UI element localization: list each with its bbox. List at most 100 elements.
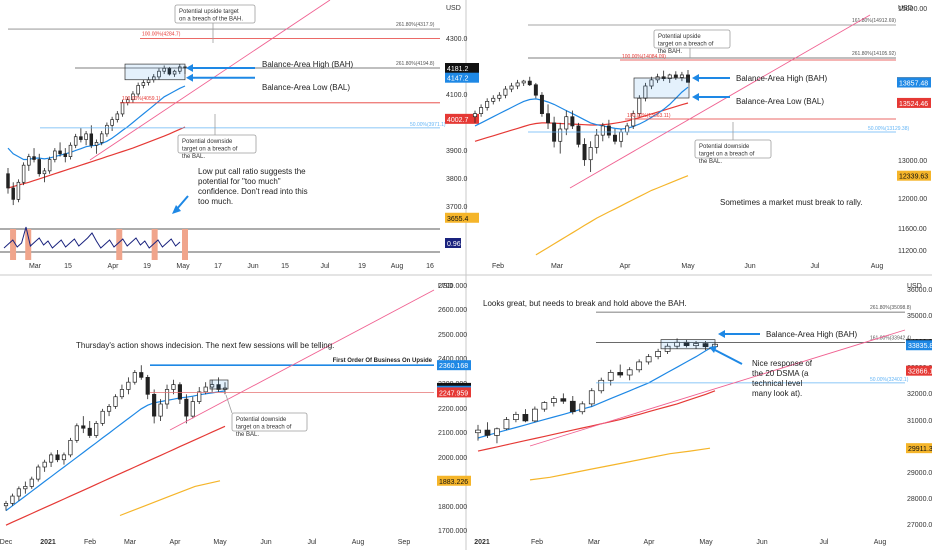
x-tick-label: 15	[64, 263, 72, 270]
trend-line	[89, 0, 331, 161]
candle-body	[515, 82, 520, 87]
price-tag	[906, 443, 932, 454]
ratio-spike	[116, 229, 123, 260]
candle-body	[126, 381, 131, 390]
candle-body	[84, 133, 88, 140]
ma20-line	[474, 86, 689, 130]
ma50-line	[474, 102, 689, 142]
dsma-arrow	[712, 348, 743, 365]
x-tick-label: Feb	[492, 263, 504, 270]
x-tick-label: May	[213, 539, 227, 546]
candle-body	[145, 376, 150, 395]
candle-body	[570, 116, 575, 127]
trend-line	[569, 14, 871, 189]
ma200-line	[119, 480, 221, 517]
candle-body	[497, 94, 502, 99]
fib-label: 100.00%(4059.1)	[122, 96, 161, 102]
price-tag-label: 3655.4	[447, 216, 469, 223]
candle-body	[216, 384, 221, 390]
candle-body	[203, 386, 208, 393]
fib-label: 100.00%(4284.7)	[142, 32, 181, 38]
price-tag-label: 32866.1	[908, 369, 932, 376]
ratio-spike	[182, 229, 188, 260]
candle-body	[484, 429, 491, 436]
y-tick-label: 2700.000	[438, 283, 467, 290]
caption: Sometimes a market must break to rally.	[720, 198, 863, 207]
x-tick-label: May	[699, 539, 713, 546]
candle-body	[11, 187, 15, 200]
balance-area-box	[209, 379, 229, 390]
downside-note: Potential downside target on a breach of t…	[236, 417, 292, 438]
candle-body	[23, 486, 28, 490]
candle-body	[479, 107, 484, 114]
candle-body	[607, 372, 614, 381]
candle-body	[115, 113, 120, 120]
y-tick-label: 27000.0	[907, 522, 932, 529]
y-tick-label: 12000.00	[898, 196, 927, 203]
candle-body	[171, 384, 176, 390]
candle-body	[61, 454, 67, 461]
candle-body	[612, 134, 617, 142]
candle-body	[606, 125, 611, 136]
candle-body	[686, 74, 690, 83]
candle-body	[645, 356, 652, 363]
candle-body	[485, 101, 490, 108]
price-tag	[906, 340, 932, 351]
candle-body	[106, 406, 112, 412]
ratio-spike	[25, 229, 32, 260]
x-tick-label: Aug	[391, 263, 404, 270]
ma50-line	[477, 390, 716, 452]
y-tick-label: 4100.0	[446, 92, 468, 99]
candle-body	[47, 159, 52, 172]
candle-body	[10, 495, 15, 504]
ma50-line	[7, 126, 186, 189]
price-tag-label: 4147.2	[447, 76, 469, 83]
x-tick-label: Mar	[29, 263, 42, 270]
candle-body	[100, 410, 105, 424]
candle-body	[105, 124, 109, 135]
x-tick-label: 19	[358, 263, 366, 270]
candle-body	[110, 119, 114, 126]
russell-chart-panel: USD2700.0002600.0002500.0002400.0002300.…	[0, 283, 471, 546]
candle-body	[513, 414, 519, 420]
downside-note: Potential downside target on a breach of t…	[699, 144, 755, 165]
price-tag	[445, 63, 479, 74]
candle-body	[491, 97, 496, 102]
fib-label: 161.80%(14912.69)	[852, 18, 896, 24]
y-tick-label: 32000.0	[907, 391, 932, 398]
candle-body	[131, 93, 135, 101]
y-tick-label: 2200.000	[438, 406, 467, 413]
upside-note-box	[653, 29, 731, 49]
candle-body	[42, 170, 47, 175]
downside-note-box	[231, 412, 308, 432]
y-tick-label: 35000.0	[907, 313, 932, 320]
candle-body	[63, 153, 68, 157]
y-tick-label: 3900.0	[446, 148, 468, 155]
candle-body	[139, 372, 144, 378]
bal-arrowhead	[186, 73, 193, 82]
upside-note: Potential upside target on a breach of the…	[658, 34, 714, 55]
x-tick-label: 19	[143, 263, 151, 270]
x-tick-label: Jul	[811, 263, 820, 270]
candle-body	[210, 384, 215, 388]
candle-body	[539, 94, 544, 114]
candle-body	[494, 428, 500, 436]
dsma-note: Nice response of the 20 DSMA (a technical …	[752, 359, 813, 398]
x-tick-label: Apr	[170, 539, 182, 546]
bah-arrowhead	[692, 74, 699, 82]
candle-body	[146, 79, 151, 83]
ma200-line	[535, 175, 689, 256]
candle-body	[594, 134, 599, 148]
candle-body	[509, 85, 514, 90]
x-tick-label: Jun	[744, 263, 755, 270]
price-tag-label: 4181.2	[447, 66, 469, 73]
fib-label: 261.80%(14105.92)	[852, 51, 896, 57]
candle-body	[184, 398, 189, 417]
y-tick-label: 13000.00	[898, 158, 927, 165]
candle-body	[53, 150, 57, 160]
x-tick-label: 16	[426, 263, 434, 270]
candle-body	[527, 80, 532, 86]
x-tick-label: Mar	[588, 539, 601, 546]
x-tick-label: 17	[214, 263, 222, 270]
fib-label: 50.00%(3971.1)	[410, 122, 446, 128]
